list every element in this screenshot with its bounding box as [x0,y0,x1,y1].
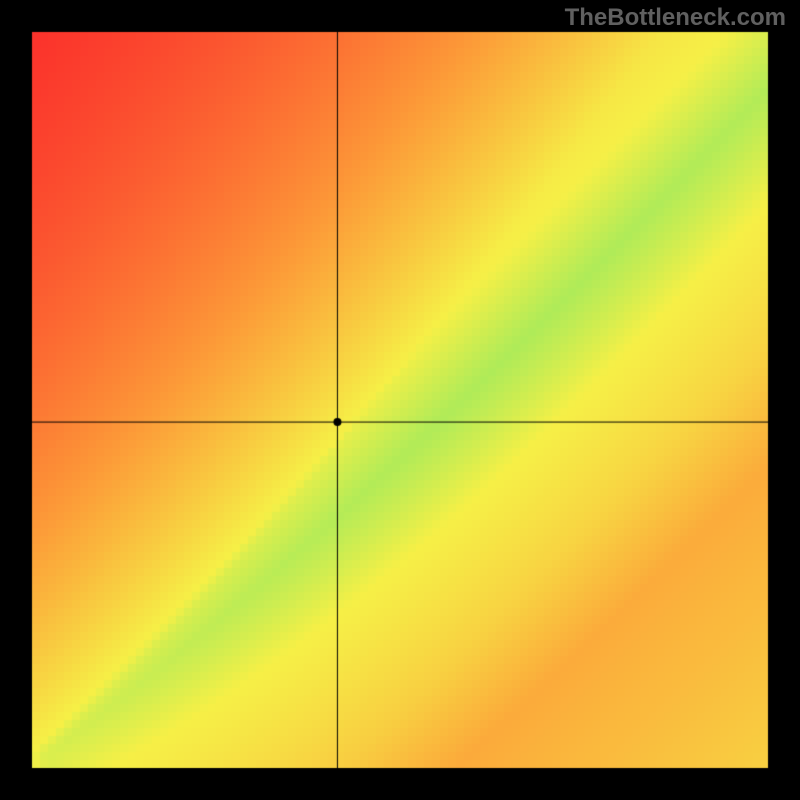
chart-container: TheBottleneck.com [0,0,800,800]
watermark-text: TheBottleneck.com [565,4,786,32]
heatmap-canvas [0,0,800,800]
